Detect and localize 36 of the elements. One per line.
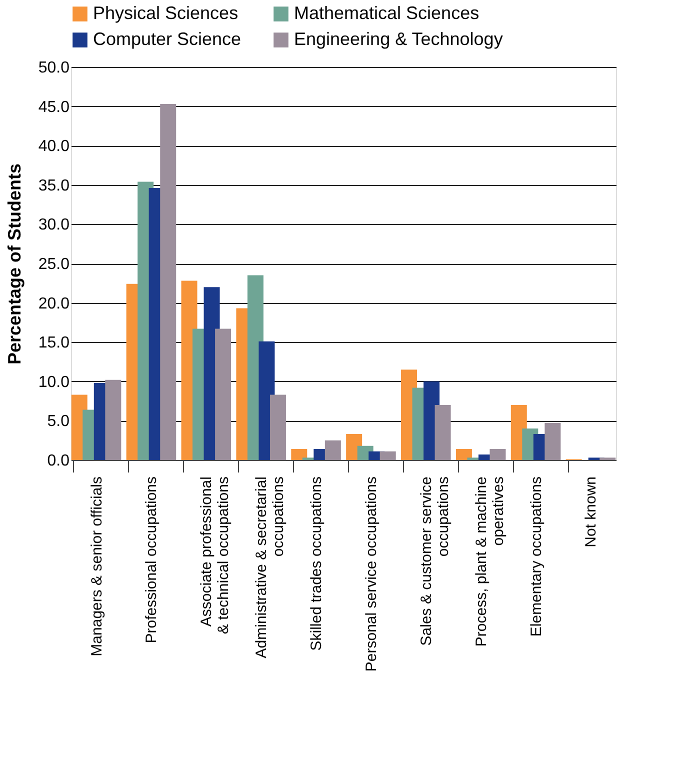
y-tick-label: 25.0 bbox=[38, 256, 70, 273]
y-tick-label: 35.0 bbox=[38, 177, 70, 194]
bar bbox=[324, 440, 341, 460]
x-tick-label: Skilled trades occupations bbox=[308, 476, 326, 651]
x-tick-label: Professional occupations bbox=[143, 476, 160, 644]
bar bbox=[434, 404, 451, 460]
x-tick-label: Administrative & secretarial occupations bbox=[253, 476, 288, 658]
bar bbox=[291, 448, 308, 460]
y-tick-label: 30.0 bbox=[38, 216, 70, 234]
x-tick-label: Managers & senior officials bbox=[88, 476, 106, 656]
bar bbox=[544, 423, 561, 460]
x-tick-label: Sales & customer service occupations bbox=[418, 476, 452, 646]
y-tick-label: 40.0 bbox=[38, 138, 70, 156]
x-tick-label: Associate professional & technical occupations bbox=[198, 476, 232, 634]
bar bbox=[160, 104, 176, 460]
x-tick-label: Personal service occupations bbox=[362, 476, 380, 672]
y-tick-label: 45.0 bbox=[38, 98, 70, 116]
legend-label: Computer Science bbox=[93, 29, 242, 49]
legend-label: Physical Sciences bbox=[93, 3, 238, 23]
x-tick-label: Not known bbox=[582, 476, 600, 548]
y-tick-label: 15.0 bbox=[38, 334, 70, 352]
y-tick-label: 50.0 bbox=[38, 60, 70, 76]
legend-label: Engineering & Technology bbox=[294, 29, 503, 49]
bar bbox=[270, 394, 286, 460]
legend-label: Mathematical Sciences bbox=[294, 3, 480, 23]
y-tick-label: 20.0 bbox=[38, 295, 70, 312]
x-tick-label: Elementary occupations bbox=[528, 476, 545, 637]
bar bbox=[215, 328, 232, 460]
bar bbox=[456, 448, 472, 460]
bar bbox=[490, 448, 506, 460]
bar bbox=[380, 451, 396, 460]
y-tick-label: 5.0 bbox=[47, 413, 70, 430]
y-tick-label: 10.0 bbox=[38, 374, 70, 391]
bar bbox=[105, 380, 122, 460]
y-axis-title: Percentage of Students bbox=[4, 163, 24, 365]
y-tick-label: 0.0 bbox=[47, 452, 70, 470]
